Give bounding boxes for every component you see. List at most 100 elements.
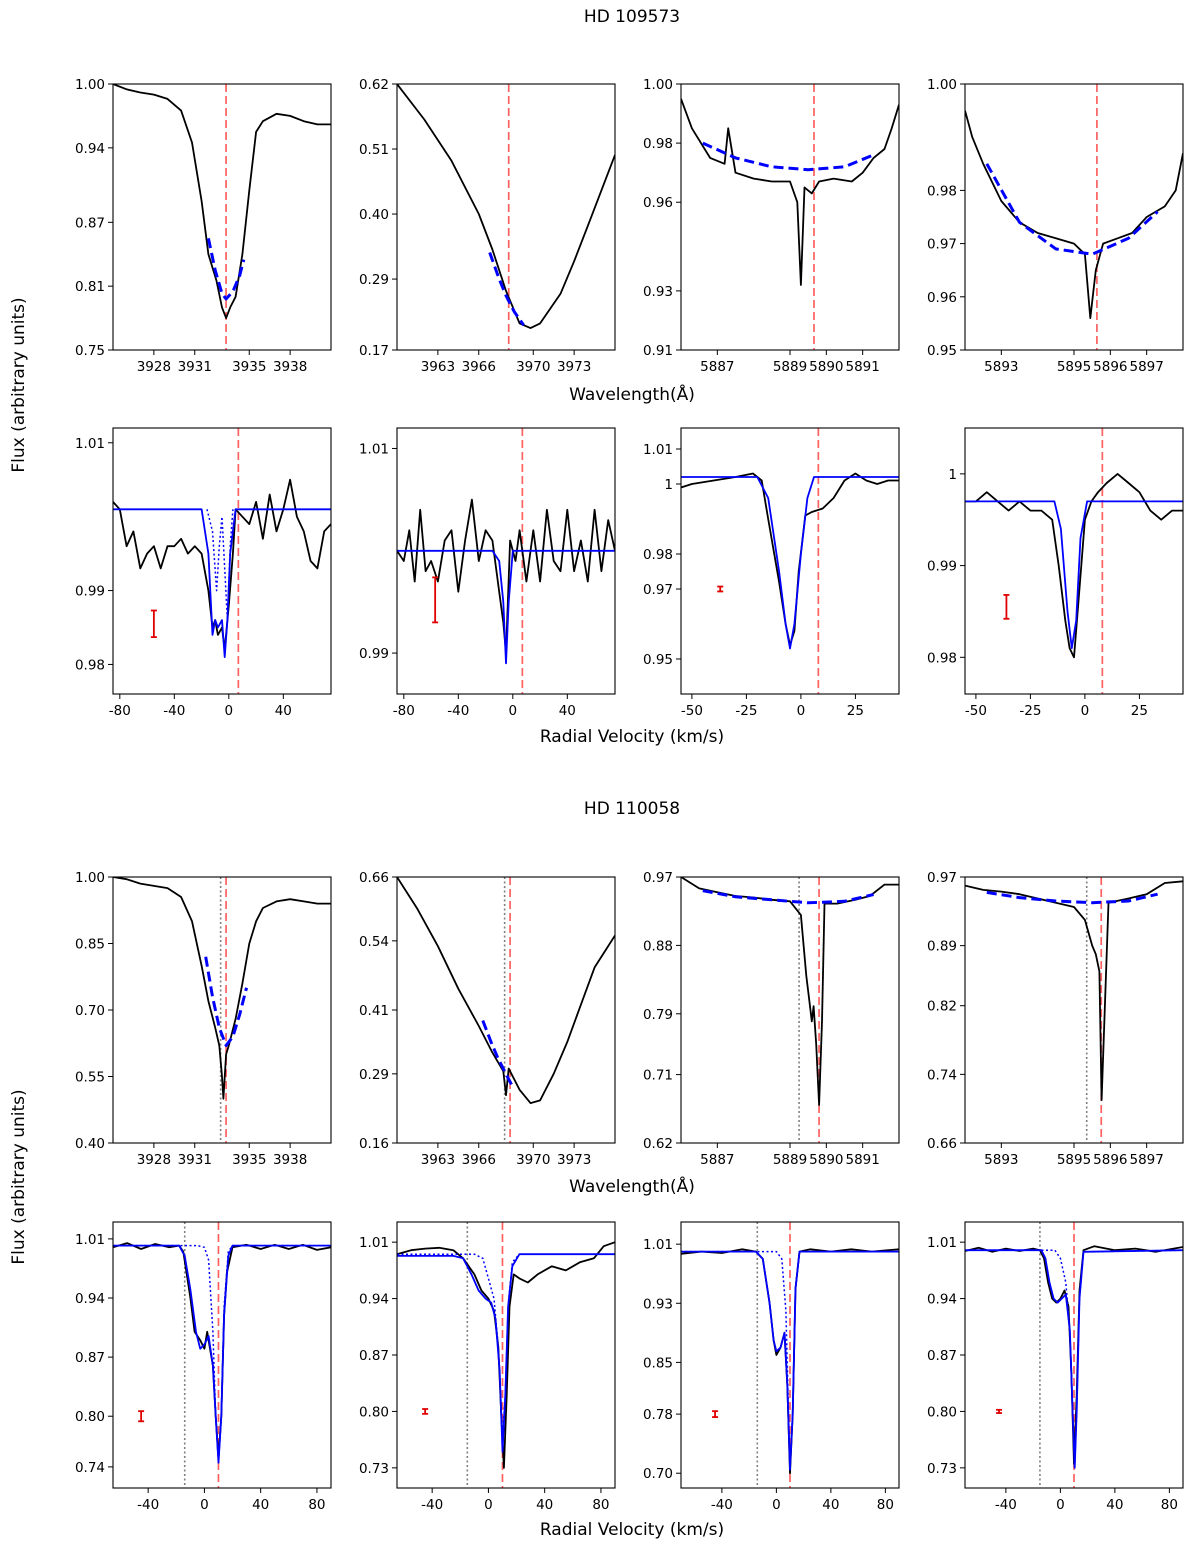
- y-tick-label: 1: [664, 477, 673, 493]
- series-model: [113, 1244, 331, 1464]
- plot-area: [681, 1222, 899, 1488]
- series-spectrum: [965, 880, 1183, 1101]
- x-tick-label: 3966: [462, 359, 496, 375]
- series-component: [965, 1249, 1183, 1469]
- y-tick-label: 0.66: [359, 870, 389, 886]
- y-tick-label: 1.00: [643, 77, 673, 93]
- y-tick-label: 0.78: [643, 1407, 673, 1423]
- x-tick-label: 3931: [178, 359, 212, 375]
- panel-g2_w2: 3963 3966 3970 3973 0.66 0.54 0.41 0.29 0.16: [359, 870, 616, 1168]
- error-bar: [138, 1410, 145, 1423]
- y-tick-label: 0.87: [75, 215, 105, 231]
- y-tick-label: 0.98: [927, 650, 957, 666]
- series-spectrum: [397, 877, 615, 1104]
- series-continuum-fit: [204, 956, 248, 1047]
- x-tick-label: 3935: [232, 359, 266, 375]
- y-tick-label: 0.74: [75, 1460, 105, 1476]
- series-model: [397, 549, 615, 665]
- plot-area: [681, 428, 899, 694]
- axes-frame: [964, 876, 1184, 1144]
- x-tick-label: 3931: [178, 1152, 212, 1168]
- x-tick-label: -40: [711, 1497, 733, 1513]
- x-tick-label: 0: [225, 703, 234, 719]
- y-tick-label: 0.95: [643, 652, 673, 668]
- panel-g1_w1: 3928 3931 3935 3938 1.00 0.94 0.87 0.81 0.75: [75, 77, 332, 375]
- x-tick-label: 3970: [516, 359, 550, 375]
- x-tick-label: 0: [509, 703, 518, 719]
- series-spectrum: [681, 877, 899, 1106]
- x-tick-label: 3963: [421, 359, 455, 375]
- x-tick-label: 40: [252, 1497, 269, 1513]
- panel-g2_v4: -40 0 40 80 1.01 0.94 0.87 0.80 0.73: [927, 1221, 1184, 1513]
- y-tick-label: 0.73: [359, 1461, 389, 1477]
- y-tick-label: 0.98: [927, 183, 957, 199]
- plot-area: [113, 84, 331, 350]
- error-bar: [422, 1408, 429, 1415]
- error-bar: [1003, 594, 1010, 620]
- panel-g1_w2: 3963 3966 3970 3973 0.62 0.51 0.40 0.29 0.17: [359, 77, 616, 375]
- axes-frame: [964, 427, 1184, 695]
- x-tick-label: -25: [1019, 703, 1041, 719]
- x-tick-label: 5890: [809, 359, 843, 375]
- plot-area: [681, 84, 899, 350]
- x-tick-label: 80: [308, 1497, 325, 1513]
- y-tick-label: 0.40: [75, 1136, 105, 1152]
- x-tick-label: 5887: [700, 1152, 734, 1168]
- y-tick-label: 0.51: [359, 142, 389, 158]
- y-tick-label: 0.55: [75, 1070, 105, 1086]
- y-tick-label: 0.96: [927, 290, 957, 306]
- error-bar: [432, 576, 439, 624]
- x-tick-label: 0: [200, 1497, 209, 1513]
- x-tick-label: 3938: [273, 359, 307, 375]
- y-tick-label: 0.74: [927, 1067, 957, 1083]
- axes-frame: [396, 427, 616, 695]
- y-tick-label: 0.98: [75, 657, 105, 673]
- panel-g2_v3: -40 0 40 80 1.01 0.93 0.85 0.78 0.70: [643, 1221, 900, 1513]
- x-tick-label: 5893: [984, 359, 1018, 375]
- y-tick-label: 0.93: [643, 284, 673, 300]
- series-data: [965, 472, 1183, 659]
- plot-area: [397, 428, 615, 694]
- y-tick-label: 1.01: [643, 1237, 673, 1253]
- y-tick-label: 0.97: [643, 582, 673, 598]
- x-tick-label: 5889: [773, 359, 807, 375]
- y-tick-label: 0.81: [75, 279, 105, 295]
- panel-g2_w3: 5887 5889 5890 5891 0.97 0.88 0.79 0.71 0.62: [643, 870, 900, 1168]
- x-tick-label: 25: [847, 703, 864, 719]
- y-tick-label: 0.98: [643, 547, 673, 563]
- x-tick-label: 3928: [137, 1152, 171, 1168]
- y-tick-label: 0.89: [927, 939, 957, 955]
- y-tick-label: 0.99: [75, 584, 105, 600]
- y-tick-label: 1.00: [927, 77, 957, 93]
- plot-area: [397, 877, 615, 1143]
- axes-frame: [112, 876, 332, 1144]
- x-tick-label: 80: [1161, 1497, 1178, 1513]
- x-tick-label: 3973: [557, 359, 591, 375]
- y-tick-label: 0.99: [359, 646, 389, 662]
- axes-frame: [680, 876, 900, 1144]
- y-tick-label: 1.01: [75, 1232, 105, 1248]
- x-tick-label: 3973: [557, 1152, 591, 1168]
- plot-area: [113, 428, 331, 694]
- x-tick-label: 80: [877, 1497, 894, 1513]
- y-tick-label: 0.16: [359, 1136, 389, 1152]
- x-tick-label: 5891: [845, 1152, 879, 1168]
- y-tick-label: 0.29: [359, 272, 389, 288]
- y-tick-label: 0.80: [75, 1409, 105, 1425]
- y-tick-label: 0.94: [359, 1292, 389, 1308]
- series-model: [113, 508, 331, 658]
- y-tick-label: 0.82: [927, 999, 957, 1015]
- axes-frame: [396, 876, 616, 1144]
- y-tick-label: 0.85: [75, 937, 105, 953]
- y-tick-label: 1.00: [75, 77, 105, 93]
- axes-frame: [396, 83, 616, 351]
- y-tick-label: 0.80: [359, 1404, 389, 1420]
- velocity-axis-label-1: Radial Velocity (km/s): [540, 727, 724, 747]
- panel-g1_w3: 5887 5889 5890 5891 1.00 0.98 0.96 0.93 0.91: [643, 77, 900, 375]
- x-tick-label: 0: [484, 1497, 493, 1513]
- x-tick-label: -40: [995, 1497, 1017, 1513]
- x-tick-label: 40: [822, 1497, 839, 1513]
- y-tick-label: 0.94: [75, 1291, 105, 1307]
- y-tick-label: 0.94: [75, 141, 105, 157]
- panel-g1_v1: -80 -40 0 40 1.01 0.99 0.98: [75, 427, 332, 719]
